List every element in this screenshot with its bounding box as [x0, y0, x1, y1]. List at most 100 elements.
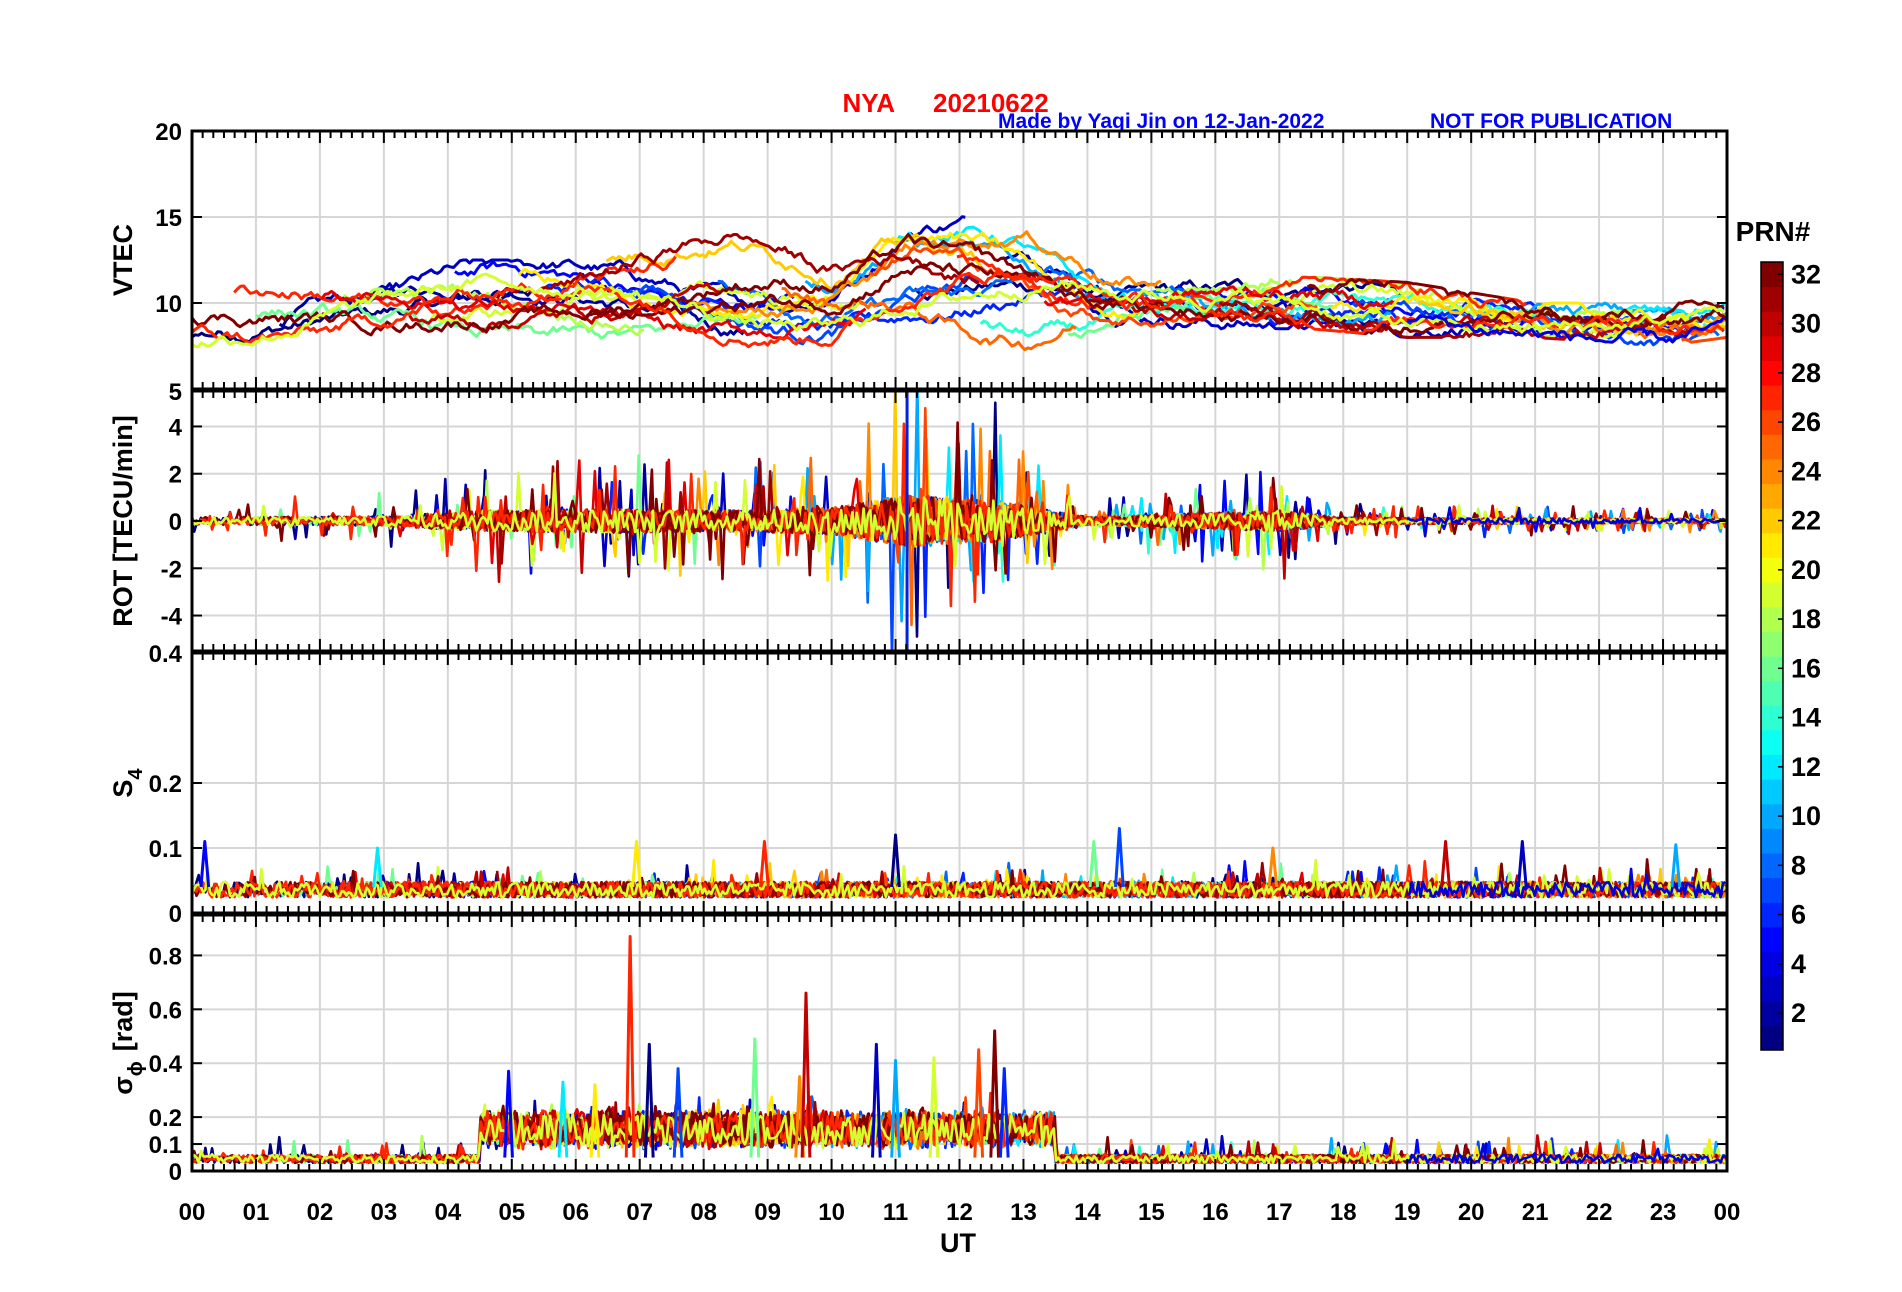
- x-tick-label: 14: [1074, 1199, 1101, 1226]
- peak-trace: [589, 1083, 601, 1158]
- colorbar-segment: [1761, 483, 1783, 509]
- prn-5-trace: [454, 260, 795, 313]
- prn-22-trace: [605, 233, 982, 291]
- x-ticks: [191, 131, 1728, 389]
- colorbar-segment: [1761, 853, 1783, 879]
- x-tick-label: 20: [1458, 1199, 1485, 1226]
- y-tick-label: 0: [169, 1159, 182, 1186]
- y-axis-label-subscript: 4: [125, 768, 147, 780]
- y-tick-label: 20: [155, 119, 182, 146]
- peak-trace: [928, 1056, 940, 1158]
- peak-trace: [624, 935, 636, 1158]
- colorbar-title: PRN#: [1736, 216, 1811, 247]
- colorbar-tick-label: 10: [1791, 801, 1821, 831]
- panel-rot: -4 -2 0 2 4 5 ROT [TECU/min]: [108, 379, 1729, 653]
- y-tick-label: 4: [169, 414, 183, 441]
- x-tick-label: 12: [946, 1199, 973, 1226]
- x-tick-label: 02: [307, 1199, 334, 1226]
- prn-19-trace: [192, 272, 1725, 349]
- peak-trace: [1670, 843, 1682, 888]
- grid: [192, 915, 1727, 1171]
- x-tick-label: 01: [243, 1199, 270, 1226]
- x-tick-label: 23: [1650, 1199, 1677, 1226]
- colorbar-segment: [1761, 434, 1783, 460]
- series-group: [192, 215, 1727, 352]
- colorbar-segment: [1761, 729, 1783, 755]
- panel-s4: 0 0.1 0.2 0.4 S4: [108, 641, 1729, 928]
- x-tick-label: 16: [1202, 1199, 1229, 1226]
- peak-trace: [890, 833, 901, 888]
- peak-trace: [973, 1048, 985, 1158]
- y-tick-label: 10: [155, 291, 182, 318]
- x-axis: 00 01 02 03 04 05 06 07 08 09 10 11 12 13 14 15 16 17 18 19…: [179, 1199, 1741, 1226]
- x-tick-label: 07: [626, 1199, 653, 1226]
- prn-32-trace: [583, 261, 1164, 320]
- title-group: NYA 20210622 Made by Yaqi Jin on 12-Jan-…: [842, 88, 1672, 133]
- x-tick-label: 15: [1138, 1199, 1165, 1226]
- colorbar-segment: [1761, 508, 1783, 534]
- peak-trace: [672, 1067, 684, 1158]
- colorbar-segment: [1761, 976, 1783, 1002]
- y-tick-label: 0.1: [149, 836, 182, 863]
- prn-31-trace: [495, 233, 985, 300]
- colorbar-segment: [1761, 1000, 1783, 1026]
- x-tick-label: 06: [562, 1199, 589, 1226]
- peak-trace: [1114, 827, 1125, 888]
- colorbar-segment: [1761, 926, 1783, 952]
- x-tick-label: 05: [498, 1199, 525, 1226]
- prn-31-trace: [1218, 300, 1515, 339]
- colorbar-segment: [1761, 311, 1783, 337]
- colorbar-segment: [1761, 360, 1783, 386]
- y-tick-label: 0.2: [149, 771, 182, 798]
- prn-4-trace: [1406, 867, 1726, 899]
- colorbar-segment: [1761, 606, 1783, 632]
- colorbar-segment: [1761, 803, 1783, 829]
- prn-27-trace: [233, 255, 677, 317]
- colorbar-tick-label: 24: [1791, 456, 1821, 486]
- y-tick-label: 0.4: [149, 1051, 183, 1078]
- colorbar-tick-label: 30: [1791, 309, 1821, 339]
- prn-26-trace: [1681, 336, 1727, 344]
- y-axis-label: VTEC: [108, 224, 138, 296]
- x-axis-label: UT: [940, 1228, 976, 1258]
- series-group: [192, 827, 1727, 899]
- x-tick-label: 10: [818, 1199, 845, 1226]
- colorbar-tick-label: 2: [1791, 998, 1806, 1028]
- x-tick-label: 00: [1714, 1199, 1741, 1226]
- y-tick-label: 0.8: [149, 943, 182, 970]
- x-tick-label: 17: [1266, 1199, 1293, 1226]
- x-tick-label: 09: [754, 1199, 781, 1226]
- peak-trace: [503, 1069, 514, 1158]
- grid: [192, 653, 1727, 913]
- colorbar-segment: [1761, 1025, 1783, 1051]
- colorbar-segment: [1761, 680, 1783, 706]
- colorbar-segment: [1761, 286, 1783, 312]
- prn-19-trace: [192, 471, 1726, 568]
- colorbar-tick-label: 4: [1791, 949, 1806, 979]
- colorbar-segment: [1761, 335, 1783, 361]
- x-tick-label: 13: [1010, 1199, 1037, 1226]
- colorbar-segment: [1761, 631, 1783, 657]
- peak-trace: [998, 1067, 1010, 1158]
- peak-trace: [1267, 846, 1279, 888]
- colorbar-tick-label: 8: [1791, 850, 1806, 880]
- prn-32-trace: [192, 233, 1724, 337]
- prn-24-trace: [693, 230, 1162, 319]
- colorbar-segment: [1761, 779, 1783, 805]
- colorbar-frame: [1760, 261, 1784, 1051]
- credit-label: Made by Yaqi Jin on 12-Jan-2022: [998, 110, 1324, 133]
- peak-trace: [890, 1059, 901, 1158]
- peak-trace: [1440, 840, 1451, 888]
- x-tick-label: 00: [179, 1199, 206, 1226]
- colorbar-tick-label: 22: [1791, 506, 1821, 536]
- peak-trace: [1088, 840, 1100, 888]
- colorbar-segment: [1761, 951, 1783, 977]
- x-tick-label: 11: [883, 1199, 908, 1226]
- peak-trace: [557, 1080, 569, 1158]
- peak-trace: [1517, 840, 1528, 888]
- peak-trace: [759, 840, 770, 888]
- colorbar-segment: [1761, 754, 1783, 780]
- y-axis-label: S4: [108, 768, 147, 798]
